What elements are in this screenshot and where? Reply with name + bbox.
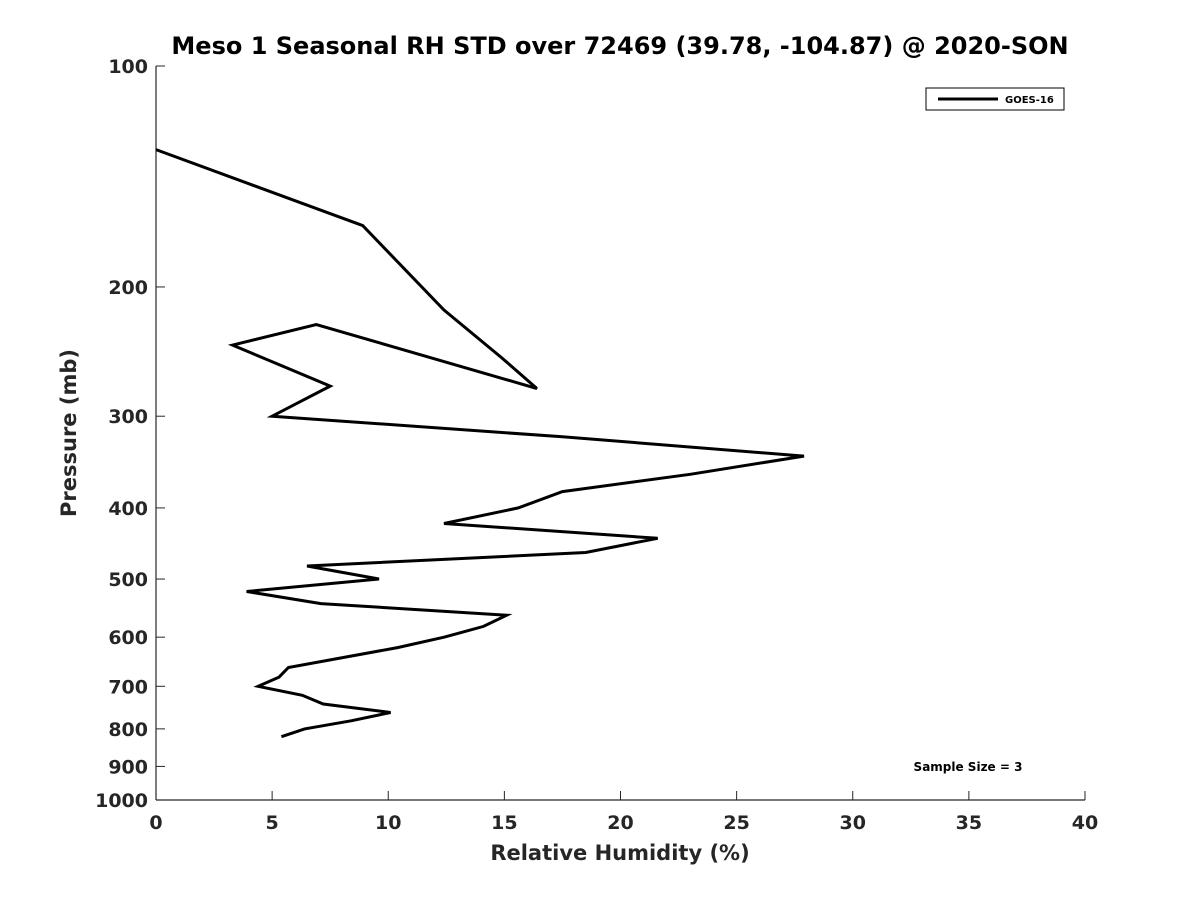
x-tick-label: 40 bbox=[1072, 812, 1098, 834]
y-tick-label: 300 bbox=[108, 406, 148, 428]
x-tick-label: 35 bbox=[956, 812, 982, 834]
x-tick-label: 30 bbox=[840, 812, 866, 834]
legend-entry-label: GOES-16 bbox=[1005, 95, 1054, 106]
y-tick-label: 500 bbox=[108, 569, 148, 591]
y-tick-label: 900 bbox=[108, 756, 148, 778]
x-tick-label: 0 bbox=[149, 812, 162, 834]
y-tick-label: 200 bbox=[108, 277, 148, 299]
y-tick-label: 1000 bbox=[95, 790, 148, 812]
y-tick-label: 400 bbox=[108, 498, 148, 520]
y-tick-label: 800 bbox=[108, 719, 148, 741]
x-axis-label: Relative Humidity (%) bbox=[490, 841, 749, 865]
axes bbox=[155, 66, 1085, 801]
sample-size-annotation: Sample Size = 3 bbox=[914, 760, 1023, 774]
chart-title: Meso 1 Seasonal RH STD over 72469 (39.78… bbox=[171, 32, 1068, 60]
series-lines bbox=[155, 148, 805, 739]
x-tick-label: 15 bbox=[491, 812, 517, 834]
y-tick-label: 600 bbox=[108, 627, 148, 649]
ticks: 0 5 10 15 20 25 30 35 40 100 200 300 400 500 600 700 800… bbox=[95, 56, 1098, 834]
x-tick-label: 10 bbox=[375, 812, 401, 834]
series-line-goes-16 bbox=[155, 148, 805, 739]
x-tick-label: 20 bbox=[607, 812, 633, 834]
x-tick-label: 25 bbox=[723, 812, 749, 834]
y-axis-label: Pressure (mb) bbox=[57, 349, 81, 517]
y-tick-label: 100 bbox=[108, 56, 148, 78]
legend: GOES-16 bbox=[925, 87, 1065, 111]
y-tick-label: 700 bbox=[108, 676, 148, 698]
x-tick-label: 5 bbox=[266, 812, 279, 834]
